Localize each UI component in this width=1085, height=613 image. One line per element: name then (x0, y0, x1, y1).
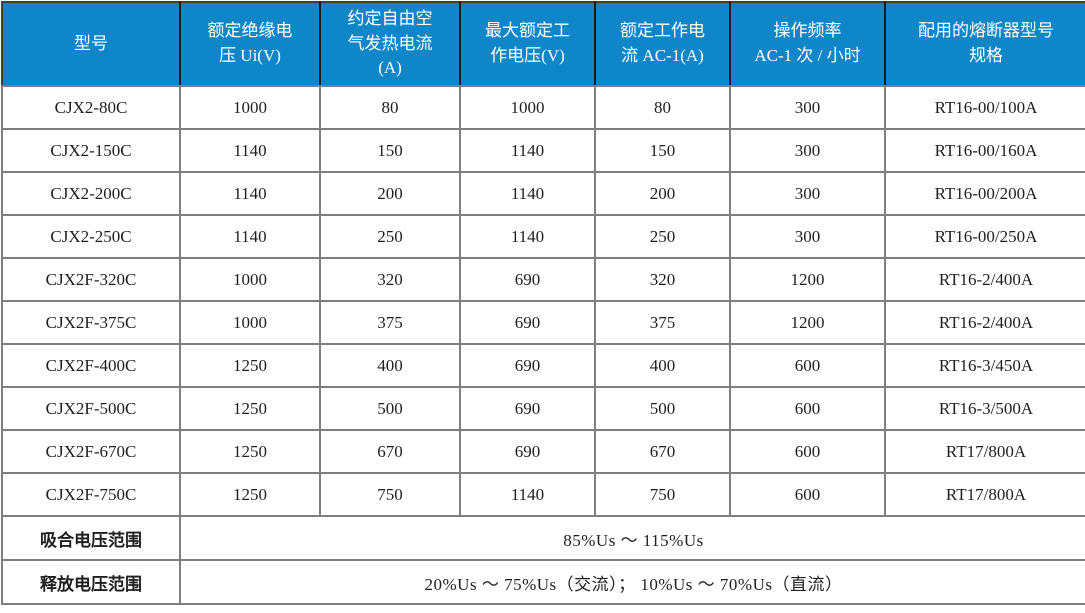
value-cell: 375 (594, 300, 731, 345)
value-cell: RT16-00/160A (884, 128, 1085, 173)
value-cell: 1140 (179, 128, 321, 173)
value-cell: 150 (319, 128, 461, 173)
value-cell: 670 (594, 429, 731, 474)
value-cell: 1250 (179, 386, 321, 431)
value-cell: 690 (459, 429, 596, 474)
table-row: CJX2F-750C 1250 750 1140 750 600 RT17/800A (1, 472, 1085, 517)
table-row: CJX2-80C 1000 80 1000 80 300 RT16-00/100A (1, 85, 1085, 130)
value-cell: RT16-3/500A (884, 386, 1085, 431)
footer-value-release: 20%Us ～ 75%Us（交流）； 10%Us ～ 70%Us（直流） (179, 559, 1085, 605)
value-cell: 500 (594, 386, 731, 431)
model-cell: CJX2-80C (1, 85, 181, 130)
value-cell: 300 (729, 214, 886, 259)
value-cell: 670 (319, 429, 461, 474)
footer-label-release: 释放电压范围 (1, 559, 181, 605)
value-cell: 1000 (179, 85, 321, 130)
model-cell: CJX2-250C (1, 214, 181, 259)
value-cell: 250 (319, 214, 461, 259)
value-cell: 1140 (459, 472, 596, 517)
value-cell: RT16-2/400A (884, 300, 1085, 345)
value-cell: 400 (319, 343, 461, 388)
value-cell: 150 (594, 128, 731, 173)
table-row: CJX2-200C 1140 200 1140 200 300 RT16-00/200A (1, 171, 1085, 216)
value-cell: 200 (594, 171, 731, 216)
table-row: CJX2F-375C 1000 375 690 375 1200 RT16-2/400A (1, 300, 1085, 345)
value-cell: 80 (594, 85, 731, 130)
value-cell: RT16-00/100A (884, 85, 1085, 130)
model-cell: CJX2F-750C (1, 472, 181, 517)
header-cell-op-frequency: 操作频率 AC-1 次 / 小时 (729, 1, 886, 87)
value-cell: RT17/800A (884, 429, 1085, 474)
model-cell: CJX2-200C (1, 171, 181, 216)
value-cell: 1000 (459, 85, 596, 130)
footer-value-pickup: 85%Us ～ 115%Us (179, 515, 1085, 561)
value-cell: 1140 (459, 214, 596, 259)
table-row: CJX2F-400C 1250 400 690 400 600 RT16-3/450A (1, 343, 1085, 388)
value-cell: 80 (319, 85, 461, 130)
header-cell-insulation-volt: 额定绝缘电 压 Ui(V) (179, 1, 321, 87)
value-cell: 750 (594, 472, 731, 517)
footer-label-pickup: 吸合电压范围 (1, 515, 181, 561)
header-cell-thermal-current: 约定自由空 气发热电流 (A) (319, 1, 461, 87)
model-cell: CJX2-150C (1, 128, 181, 173)
value-cell: 1140 (179, 171, 321, 216)
value-cell: 690 (459, 343, 596, 388)
value-cell: 1200 (729, 257, 886, 302)
table-row: CJX2-150C 1140 150 1140 150 300 RT16-00/160A (1, 128, 1085, 173)
value-cell: 500 (319, 386, 461, 431)
value-cell: RT16-00/200A (884, 171, 1085, 216)
value-cell: 690 (459, 386, 596, 431)
value-cell: 375 (319, 300, 461, 345)
footer-row-release-voltage: 释放电压范围 20%Us ～ 75%Us（交流）； 10%Us ～ 70%Us（… (1, 559, 1085, 605)
value-cell: RT16-3/450A (884, 343, 1085, 388)
value-cell: 300 (729, 85, 886, 130)
value-cell: 200 (319, 171, 461, 216)
header-cell-fuse-type: 配用的熔断器型号 规格 (884, 1, 1085, 87)
value-cell: 600 (729, 429, 886, 474)
value-cell: 1000 (179, 300, 321, 345)
value-cell: 320 (319, 257, 461, 302)
value-cell: 600 (729, 386, 886, 431)
value-cell: 1250 (179, 429, 321, 474)
value-cell: 300 (729, 128, 886, 173)
value-cell: 400 (594, 343, 731, 388)
value-cell: 690 (459, 300, 596, 345)
value-cell: RT16-2/400A (884, 257, 1085, 302)
value-cell: 690 (459, 257, 596, 302)
model-cell: CJX2F-375C (1, 300, 181, 345)
value-cell: 1140 (459, 171, 596, 216)
header-cell-model: 型号 (1, 1, 181, 87)
value-cell: 1250 (179, 343, 321, 388)
value-cell: RT16-00/250A (884, 214, 1085, 259)
model-cell: CJX2F-670C (1, 429, 181, 474)
header-cell-max-voltage: 最大额定工 作电压(V) (459, 1, 596, 87)
table-row: CJX2F-670C 1250 670 690 670 600 RT17/800A (1, 429, 1085, 474)
value-cell: 1000 (179, 257, 321, 302)
model-cell: CJX2F-320C (1, 257, 181, 302)
value-cell: 300 (729, 171, 886, 216)
value-cell: 600 (729, 343, 886, 388)
header-row: 型号 额定绝缘电 压 Ui(V) 约定自由空 气发热电流 (A) 最大额定工 作… (1, 1, 1085, 87)
table-row: CJX2F-500C 1250 500 690 500 600 RT16-3/500A (1, 386, 1085, 431)
value-cell: 1140 (459, 128, 596, 173)
value-cell: 750 (319, 472, 461, 517)
value-cell: 250 (594, 214, 731, 259)
model-cell: CJX2F-500C (1, 386, 181, 431)
table-row: CJX2F-320C 1000 320 690 320 1200 RT16-2/400A (1, 257, 1085, 302)
value-cell: 320 (594, 257, 731, 302)
value-cell: 1200 (729, 300, 886, 345)
header-cell-rated-current: 额定工作电 流 AC-1(A) (594, 1, 731, 87)
value-cell: 1250 (179, 472, 321, 517)
model-cell: CJX2F-400C (1, 343, 181, 388)
value-cell: RT17/800A (884, 472, 1085, 517)
value-cell: 1140 (179, 214, 321, 259)
footer-row-pickup-voltage: 吸合电压范围 85%Us ～ 115%Us (1, 515, 1085, 561)
value-cell: 600 (729, 472, 886, 517)
table-row: CJX2-250C 1140 250 1140 250 300 RT16-00/250A (1, 214, 1085, 259)
